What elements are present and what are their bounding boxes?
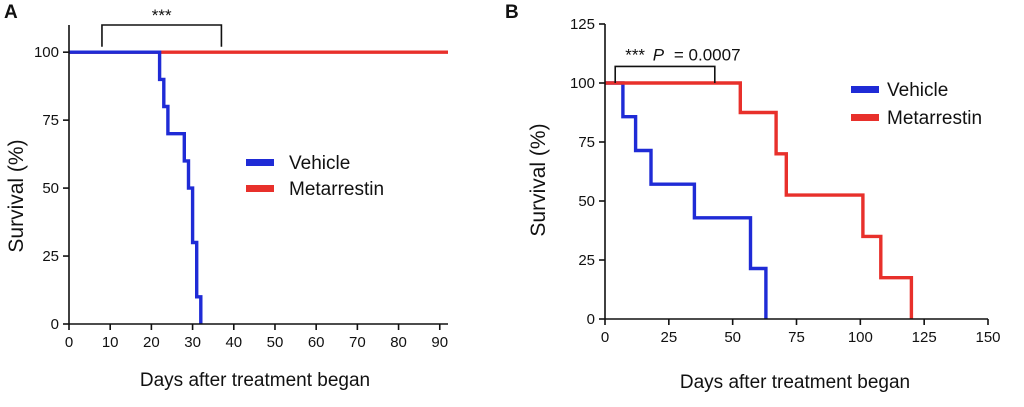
y-axis-title-a: Survival (%) <box>5 139 28 252</box>
x-tick-label-a: 0 <box>65 334 73 351</box>
significance-p-value-b: *** P = 0.0007 <box>625 45 740 64</box>
significance-stars-b: *** <box>625 45 645 64</box>
y-tick-label-b: 100 <box>570 75 595 92</box>
legend-item-vehicle-a: Vehicle <box>246 153 350 174</box>
x-tick-label-a: 90 <box>431 334 448 351</box>
x-tick-label-b: 50 <box>724 329 741 346</box>
significance-bracket-b <box>614 65 716 83</box>
y-tick-label-a: 100 <box>34 44 59 61</box>
legend-label-vehicle-a: Vehicle <box>289 153 350 174</box>
significance-stars-a: *** <box>152 6 172 25</box>
x-tick-label-b: 150 <box>975 329 1000 346</box>
panel-letter-b: B <box>505 2 519 23</box>
x-tick-label-b: 125 <box>912 329 937 346</box>
y-tick-label-a: 25 <box>42 248 59 265</box>
x-tick-label-a: 50 <box>267 334 284 351</box>
y-tick-label-b: 25 <box>578 252 595 269</box>
x-tick-label-a: 70 <box>349 334 366 351</box>
y-axis-title-b: Survival (%) <box>527 123 550 236</box>
legend-a: Vehicle Metarrestin <box>246 153 384 200</box>
legend-label-vehicle-b: Vehicle <box>887 80 948 101</box>
legend-label-metarrestin-a: Metarrestin <box>289 179 384 200</box>
panel-letter-a: A <box>4 2 18 23</box>
p-value-b: = 0.0007 <box>674 45 741 64</box>
legend-item-metarrestin-b: Metarrestin <box>851 108 982 129</box>
x-axis-ticks-b: 0 25 50 75 100 125 150 <box>601 319 1001 346</box>
x-tick-label-b: 100 <box>848 329 873 346</box>
chart-panel-a: A 0 25 50 75 100 0 10 20 30 40 50 60 70 80 90 *** Sur… <box>4 2 448 391</box>
y-tick-label-a: 0 <box>51 316 59 333</box>
legend-item-metarrestin-a: Metarrestin <box>246 179 384 200</box>
x-tick-label-a: 60 <box>308 334 325 351</box>
x-axis-title-a: Days after treatment began <box>140 370 370 391</box>
legend-swatch-metarrestin-a <box>246 185 274 192</box>
y-tick-label-b: 125 <box>570 16 595 33</box>
legend-label-metarrestin-b: Metarrestin <box>887 108 982 129</box>
legend-swatch-vehicle-b <box>851 86 879 93</box>
x-tick-label-b: 0 <box>601 329 609 346</box>
chart-panel-b: B 0 25 50 75 100 125 0 25 50 75 100 125 150 *** P =… <box>505 2 1001 393</box>
y-tick-label-b: 75 <box>578 134 595 151</box>
x-tick-label-a: 80 <box>390 334 407 351</box>
x-tick-label-a: 30 <box>184 334 201 351</box>
y-tick-label-b: 0 <box>587 311 595 328</box>
y-axis-ticks-b: 0 25 50 75 100 125 <box>570 16 605 328</box>
legend-b: Vehicle Metarrestin <box>851 80 982 129</box>
p-symbol-b: P <box>653 45 665 64</box>
series-line-vehicle-a <box>69 50 203 324</box>
x-tick-label-a: 40 <box>225 334 242 351</box>
series-lines-a <box>69 50 448 324</box>
x-tick-label-a: 10 <box>102 334 119 351</box>
significance-bracket-a <box>101 24 223 47</box>
legend-swatch-metarrestin-b <box>851 114 879 121</box>
y-tick-label-a: 50 <box>42 180 59 197</box>
x-tick-label-b: 75 <box>788 329 805 346</box>
y-tick-label-a: 75 <box>42 112 59 129</box>
series-line-vehicle-b <box>605 81 768 319</box>
y-tick-label-b: 50 <box>578 193 595 210</box>
series-lines-b <box>605 81 914 319</box>
x-tick-label-a: 20 <box>143 334 160 351</box>
legend-item-vehicle-b: Vehicle <box>851 80 948 101</box>
y-axis-ticks-a: 0 25 50 75 100 <box>34 44 69 333</box>
x-axis-ticks-a: 0 10 20 30 40 50 60 70 80 90 <box>65 324 448 351</box>
x-axis-title-b: Days after treatment began <box>680 372 910 393</box>
x-tick-label-b: 25 <box>660 329 677 346</box>
series-line-metarrestin-b <box>605 81 914 319</box>
legend-swatch-vehicle-a <box>246 159 274 166</box>
